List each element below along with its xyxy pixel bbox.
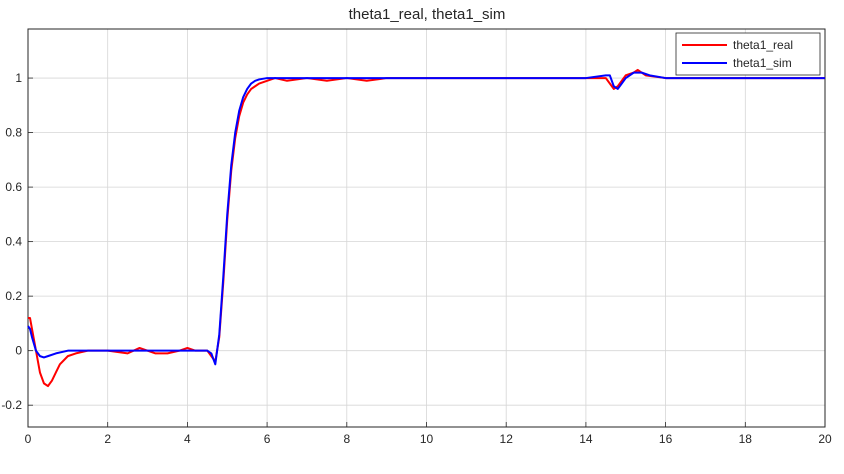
x-tick-label: 18: [739, 432, 753, 446]
axis-ticks: 0 2 4 6 8 10 12 14 16 18 20 -0.2 0 0.2 0.4 0.6 0.8 1: [1, 71, 832, 446]
x-tick-label: 0: [25, 432, 32, 446]
series-line-theta1-sim: [27, 71, 825, 366]
x-tick-label: 2: [104, 432, 111, 446]
y-tick-label: 0.4: [5, 235, 22, 249]
legend: theta1_real theta1_sim: [675, 32, 821, 76]
x-tick-label: 8: [343, 432, 350, 446]
legend-label-theta1-sim: theta1_sim: [733, 56, 792, 70]
x-tick-label: 16: [659, 432, 673, 446]
x-tick-label: 20: [818, 432, 832, 446]
y-tick-label: 1: [15, 71, 22, 85]
y-tick-label: 0.8: [5, 126, 22, 140]
legend-box: [675, 32, 821, 76]
x-tick-label: 14: [579, 432, 593, 446]
x-tick-label: 10: [420, 432, 434, 446]
y-tick-label: 0: [15, 344, 22, 358]
x-tick-label: 4: [184, 432, 191, 446]
y-tick-label: 0.2: [5, 289, 22, 303]
legend-label-theta1-real: theta1_real: [733, 38, 793, 52]
x-tick-label: 6: [264, 432, 271, 446]
x-tick-label: 12: [500, 432, 514, 446]
y-tick-label: 0.6: [5, 180, 22, 194]
series-lines: [27, 68, 825, 388]
chart-title: theta1_real, theta1_sim: [349, 6, 506, 23]
y-tick-label: -0.2: [1, 398, 22, 412]
grid: [27, 29, 826, 427]
